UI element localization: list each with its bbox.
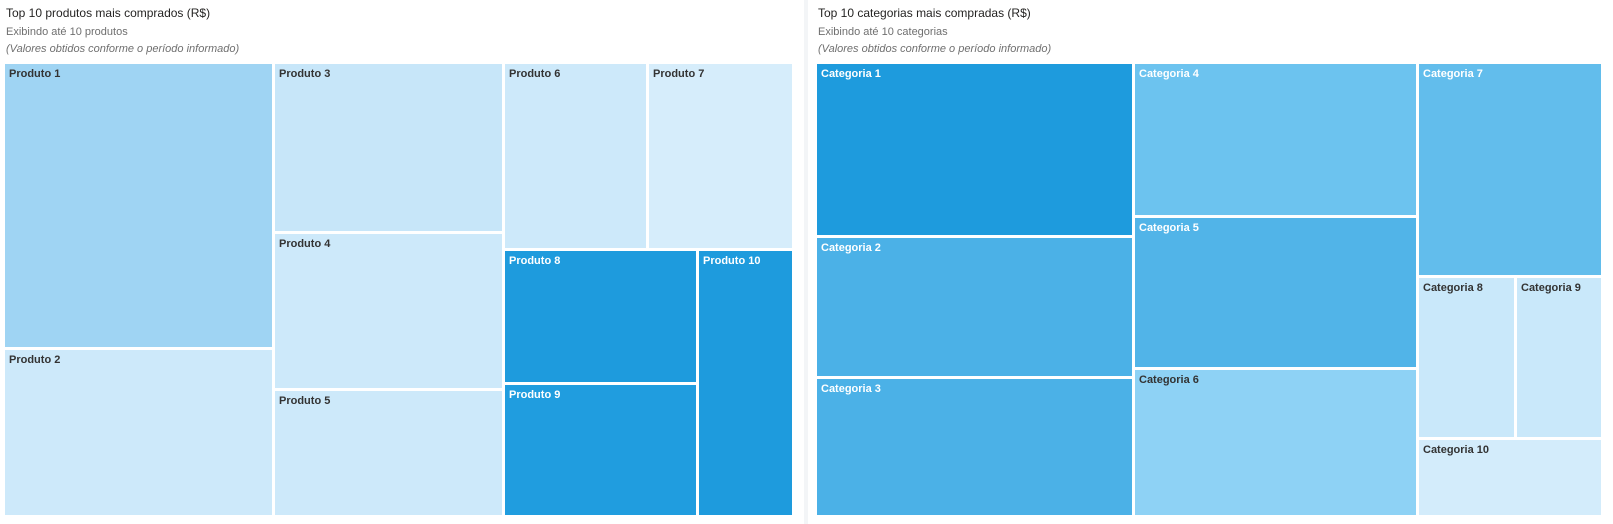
treemap-tile[interactable]: Produto 3: [275, 64, 502, 231]
treemap-tile-label: Categoria 3: [821, 383, 881, 395]
treemap-tile-label: Categoria 9: [1521, 282, 1581, 294]
products-chart-note: (Valores obtidos conforme o período info…: [6, 43, 240, 55]
panel-divider: [804, 0, 808, 524]
treemap-tile[interactable]: Categoria 9: [1517, 278, 1601, 437]
treemap-tile[interactable]: Categoria 1: [817, 64, 1132, 235]
treemap-tile[interactable]: Produto 8: [505, 251, 696, 382]
treemap-tile-label: Produto 2: [9, 354, 61, 366]
treemap-tile[interactable]: Categoria 3: [817, 379, 1132, 515]
categories-chart-note: (Valores obtidos conforme o período info…: [818, 43, 1052, 55]
categories-chart-subtitle: Exibindo até 10 categorias: [818, 26, 948, 38]
products-chart-title: Top 10 produtos mais comprados (R$): [6, 6, 211, 20]
treemap-tile-label: Produto 1: [9, 68, 61, 80]
treemap-tile[interactable]: Produto 6: [505, 64, 646, 248]
treemap-tile[interactable]: Categoria 10: [1419, 440, 1601, 515]
treemap-tile-label: Categoria 8: [1423, 282, 1483, 294]
treemap-tile-label: Produto 3: [279, 68, 331, 80]
treemap-tile[interactable]: Produto 5: [275, 391, 502, 515]
treemap-tile-label: Produto 4: [279, 238, 331, 250]
treemap-tile-label: Categoria 2: [821, 242, 881, 254]
treemap-tile-label: Produto 8: [509, 255, 561, 267]
treemap-tile-label: Produto 5: [279, 395, 331, 407]
treemap-tile-label: Produto 6: [509, 68, 561, 80]
treemap-tile[interactable]: Categoria 8: [1419, 278, 1514, 437]
treemap-tile[interactable]: Categoria 5: [1135, 218, 1416, 367]
treemap-tile[interactable]: Categoria 7: [1419, 64, 1601, 275]
treemap-tile-label: Categoria 7: [1423, 68, 1483, 80]
treemap-tile-label: Produto 9: [509, 389, 561, 401]
products-treemap-panel: Top 10 produtos mais comprados (R$) Exib…: [0, 0, 800, 524]
treemap-tile[interactable]: Categoria 4: [1135, 64, 1416, 215]
treemap-tile-label: Categoria 5: [1139, 222, 1199, 234]
categories-treemap: Categoria 1 Categoria 2 Categoria 3 Categor…: [817, 64, 1604, 518]
treemap-tile[interactable]: Produto 7: [649, 64, 792, 248]
categories-chart-title: Top 10 categorias mais compradas (R$): [818, 6, 1031, 20]
treemap-tile-label: Categoria 1: [821, 68, 881, 80]
treemap-tile[interactable]: Categoria 6: [1135, 370, 1416, 515]
treemap-tile[interactable]: Produto 2: [5, 350, 272, 515]
treemap-tile-label: Categoria 10: [1423, 444, 1490, 456]
categories-treemap-panel: Top 10 categorias mais compradas (R$) Ex…: [812, 0, 1613, 524]
treemap-tile-label: Produto 7: [653, 68, 705, 80]
products-treemap: Produto 1 Produto 2 Produto 3 Produto 4 Prod…: [5, 64, 795, 518]
treemap-tile-label: Categoria 6: [1139, 374, 1199, 386]
treemap-tile[interactable]: Categoria 2: [817, 238, 1132, 376]
treemap-tile[interactable]: Produto 10: [699, 251, 792, 515]
treemap-tile[interactable]: Produto 9: [505, 385, 696, 515]
treemap-tile[interactable]: Produto 1: [5, 64, 272, 347]
treemap-tile[interactable]: Produto 4: [275, 234, 502, 388]
treemap-tile-label: Categoria 4: [1139, 68, 1199, 80]
products-chart-subtitle: Exibindo até 10 produtos: [6, 26, 128, 38]
treemap-tile-label: Produto 10: [703, 255, 761, 267]
